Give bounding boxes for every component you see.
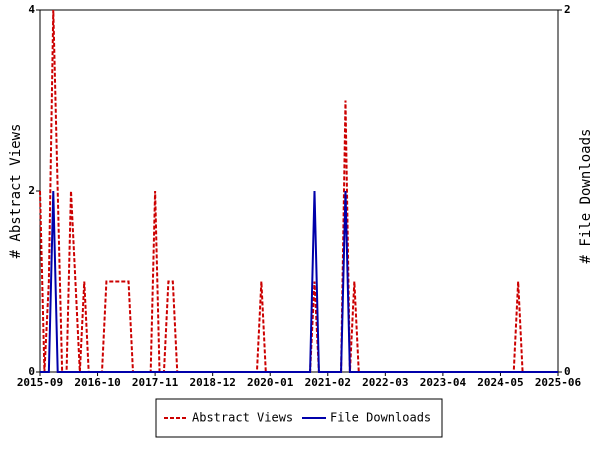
y-axis-title: # Abstract Views — [8, 124, 24, 259]
y2-tick-label: 0 — [564, 365, 571, 378]
x-tick-label: 2021-02 — [305, 376, 351, 389]
y-tick-label: 4 — [28, 3, 35, 16]
legend-label: Abstract Views — [192, 411, 293, 425]
series-line — [40, 190, 558, 373]
x-tick-label: 2024-05 — [477, 376, 523, 389]
legend-box — [155, 398, 443, 438]
x-tick-label: 2018-12 — [189, 376, 235, 389]
series-line — [39, 9, 558, 373]
x-tick-label: 2022-03 — [362, 376, 408, 389]
x-tick-label: 2020-01 — [247, 376, 294, 389]
y2-tick-label: 2 — [564, 3, 571, 16]
y2-axis-title: # File Downloads — [578, 129, 594, 264]
x-tick-label: 2016-10 — [74, 376, 120, 389]
plot-frame — [39, 9, 559, 373]
x-tick-label: 2015-09 — [17, 376, 63, 389]
legend-label: File Downloads — [330, 411, 431, 425]
x-tick-label: 2017-11 — [132, 376, 179, 389]
y-tick-label: 0 — [28, 365, 35, 378]
x-tick-label: 2025-06 — [535, 376, 582, 389]
y-tick-label: 2 — [28, 184, 35, 197]
x-tick-label: 2023-04 — [420, 376, 467, 389]
